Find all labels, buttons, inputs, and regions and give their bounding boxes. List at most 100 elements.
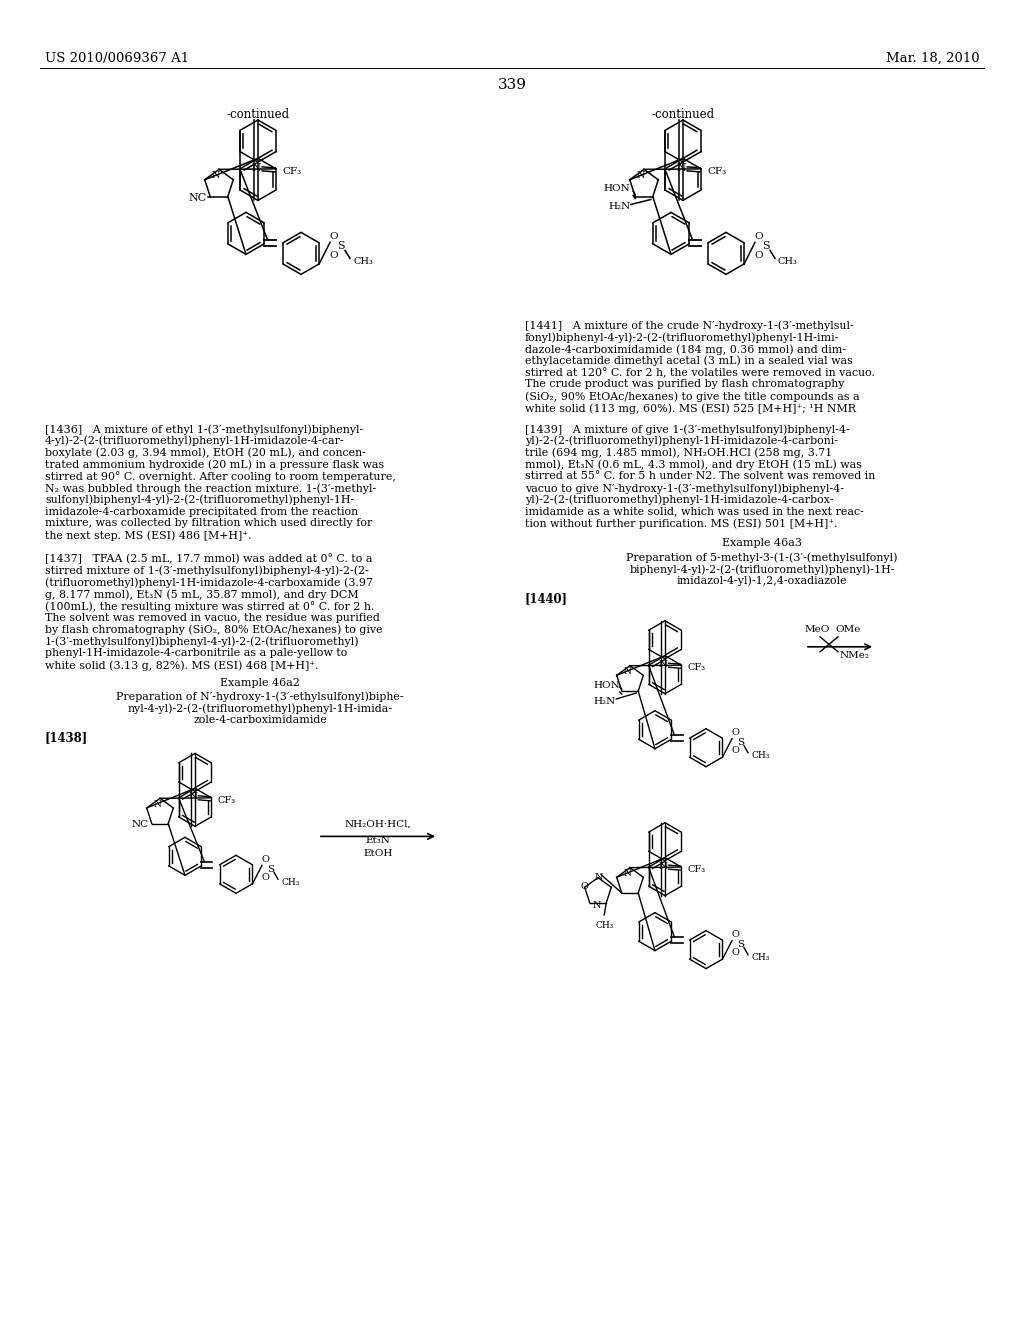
Text: CF₃: CF₃ <box>687 865 706 874</box>
Text: N: N <box>658 660 668 669</box>
Text: N: N <box>252 162 261 173</box>
Text: O: O <box>330 251 338 260</box>
Text: CF₃: CF₃ <box>217 796 236 805</box>
Text: white solid (3.13 g, 82%). MS (ESI) 468 [M+H]⁺.: white solid (3.13 g, 82%). MS (ESI) 468 … <box>45 660 318 671</box>
Text: MeO: MeO <box>805 626 830 635</box>
Text: stirred at 120° C. for 2 h, the volatiles were removed in vacuo.: stirred at 120° C. for 2 h, the volatile… <box>525 367 874 379</box>
Text: white solid (113 mg, 60%). MS (ESI) 525 [M+H]⁺; ¹H NMR: white solid (113 mg, 60%). MS (ESI) 525 … <box>525 403 856 413</box>
Text: [1439]   A mixture of give 1-(3′-methylsulfonyl)biphenyl-4-: [1439] A mixture of give 1-(3′-methylsul… <box>525 424 850 434</box>
Text: CH₃: CH₃ <box>751 751 769 760</box>
Text: fonyl)biphenyl-4-yl)-2-(2-(trifluoromethyl)phenyl-1H-imi-: fonyl)biphenyl-4-yl)-2-(2-(trifluorometh… <box>525 333 840 343</box>
Text: H₂N: H₂N <box>593 697 615 705</box>
Text: O: O <box>731 931 739 939</box>
Text: [1440]: [1440] <box>525 591 568 605</box>
Text: N₂ was bubbled through the reaction mixture. 1-(3′-methyl-: N₂ was bubbled through the reaction mixt… <box>45 483 376 494</box>
Text: stirred mixture of 1-(3′-methylsulfonyl)biphenyl-4-yl)-2-(2-: stirred mixture of 1-(3′-methylsulfonyl)… <box>45 565 369 576</box>
Text: CH₃: CH₃ <box>778 257 798 265</box>
Text: trile (694 mg, 1.485 mmol), NH₂OH.HCl (258 mg, 3.71: trile (694 mg, 1.485 mmol), NH₂OH.HCl (2… <box>525 447 833 458</box>
Text: O: O <box>731 729 739 737</box>
Text: The solvent was removed in vacuo, the residue was purified: The solvent was removed in vacuo, the re… <box>45 612 380 623</box>
Text: NH₂OH·HCl,: NH₂OH·HCl, <box>345 820 412 829</box>
Text: (SiO₂, 90% EtOAc/hexanes) to give the title compounds as a: (SiO₂, 90% EtOAc/hexanes) to give the ti… <box>525 391 860 401</box>
Text: 4-yl)-2-(2-(trifluoromethyl)phenyl-1H-imidazole-4-car-: 4-yl)-2-(2-(trifluoromethyl)phenyl-1H-im… <box>45 436 345 446</box>
Text: OMe: OMe <box>835 626 860 635</box>
Text: O: O <box>330 232 338 240</box>
Text: -continued: -continued <box>651 108 715 121</box>
Text: O: O <box>755 251 763 260</box>
Text: N: N <box>658 862 668 871</box>
Text: CF₃: CF₃ <box>707 166 726 176</box>
Text: (100mL), the resulting mixture was stirred at 0° C. for 2 h.: (100mL), the resulting mixture was stirr… <box>45 601 374 612</box>
Text: 339: 339 <box>498 78 526 92</box>
Text: 1-(3′-methylsulfonyl)biphenyl-4-yl)-2-(2-(trifluoromethyl): 1-(3′-methylsulfonyl)biphenyl-4-yl)-2-(2… <box>45 636 359 647</box>
Text: mmol), Et₃N (0.6 mL, 4.3 mmol), and dry EtOH (15 mL) was: mmol), Et₃N (0.6 mL, 4.3 mmol), and dry … <box>525 459 862 470</box>
Text: yl)-2-(2-(trifluoromethyl)phenyl-1H-imidazole-4-carboni-: yl)-2-(2-(trifluoromethyl)phenyl-1H-imid… <box>525 436 838 446</box>
Text: sulfonyl)biphenyl-4-yl)-2-(2-(trifluoromethyl)phenyl-1H-: sulfonyl)biphenyl-4-yl)-2-(2-(trifluorom… <box>45 495 354 506</box>
Text: Preparation of N′-hydroxy-1-(3′-ethylsulfonyl)biphe-: Preparation of N′-hydroxy-1-(3′-ethylsul… <box>116 692 403 702</box>
Text: CF₃: CF₃ <box>282 166 301 176</box>
Text: US 2010/0069367 A1: US 2010/0069367 A1 <box>45 51 189 65</box>
Text: S: S <box>737 940 744 949</box>
Text: O: O <box>755 232 763 240</box>
Text: N: N <box>188 792 198 801</box>
Text: O: O <box>731 948 739 957</box>
Text: by flash chromatography (SiO₂, 80% EtOAc/hexanes) to give: by flash chromatography (SiO₂, 80% EtOAc… <box>45 624 383 635</box>
Text: [1438]: [1438] <box>45 731 88 744</box>
Text: [1436]   A mixture of ethyl 1-(3′-methylsulfonyl)biphenyl-: [1436] A mixture of ethyl 1-(3′-methylsu… <box>45 424 364 434</box>
Text: The crude product was purified by flash chromatography: The crude product was purified by flash … <box>525 379 845 389</box>
Text: NC: NC <box>189 193 207 202</box>
Text: Example 46a3: Example 46a3 <box>722 539 802 548</box>
Text: zole-4-carboximidamide: zole-4-carboximidamide <box>194 715 327 726</box>
Text: EtOH: EtOH <box>364 849 392 858</box>
Text: N: N <box>677 162 686 173</box>
Text: NC: NC <box>132 820 148 829</box>
Text: N: N <box>623 667 631 676</box>
Text: N: N <box>595 873 603 882</box>
Text: Mar. 18, 2010: Mar. 18, 2010 <box>887 51 980 65</box>
Text: N: N <box>153 800 161 809</box>
Text: [1437]   TFAA (2.5 mL, 17.7 mmol) was added at 0° C. to a: [1437] TFAA (2.5 mL, 17.7 mmol) was adde… <box>45 554 373 565</box>
Text: g, 8.177 mmol), Et₃N (5 mL, 35.87 mmol), and dry DCM: g, 8.177 mmol), Et₃N (5 mL, 35.87 mmol),… <box>45 589 358 599</box>
Text: imidamide as a white solid, which was used in the next reac-: imidamide as a white solid, which was us… <box>525 507 864 516</box>
Text: stirred at 90° C. overnight. After cooling to room temperature,: stirred at 90° C. overnight. After cooli… <box>45 471 396 482</box>
Text: CH₃: CH₃ <box>595 921 613 931</box>
Text: S: S <box>267 865 274 874</box>
Text: (trifluoromethyl)phenyl-1H-imidazole-4-carboxamide (3.97: (trifluoromethyl)phenyl-1H-imidazole-4-c… <box>45 577 373 587</box>
Text: vacuo to give N′-hydroxy-1-(3′-methylsulfonyl)biphenyl-4-: vacuo to give N′-hydroxy-1-(3′-methylsul… <box>525 483 844 494</box>
Text: S: S <box>762 242 770 251</box>
Text: N: N <box>623 869 631 878</box>
Text: Example 46a2: Example 46a2 <box>220 677 300 688</box>
Text: [1441]   A mixture of the crude N′-hydroxy-1-(3′-methylsul-: [1441] A mixture of the crude N′-hydroxy… <box>525 321 854 331</box>
Text: O: O <box>261 873 269 882</box>
Text: stirred at 55° C. for 5 h under N2. The solvent was removed in: stirred at 55° C. for 5 h under N2. The … <box>525 471 876 482</box>
Text: the next step. MS (ESI) 486 [M+H]⁺.: the next step. MS (ESI) 486 [M+H]⁺. <box>45 531 252 541</box>
Text: CF₃: CF₃ <box>687 663 706 672</box>
Text: tion without further purification. MS (ESI) 501 [M+H]⁺.: tion without further purification. MS (E… <box>525 519 838 529</box>
Text: boxylate (2.03 g, 3.94 mmol), EtOH (20 mL), and concen-: boxylate (2.03 g, 3.94 mmol), EtOH (20 m… <box>45 447 366 458</box>
Text: trated ammonium hydroxide (20 mL) in a pressure flask was: trated ammonium hydroxide (20 mL) in a p… <box>45 459 384 470</box>
Text: O: O <box>580 882 588 891</box>
Text: Preparation of 5-methyl-3-(1-(3′-(methylsulfonyl): Preparation of 5-methyl-3-(1-(3′-(methyl… <box>627 552 898 562</box>
Text: N: N <box>593 902 601 909</box>
Text: dazole-4-carboximidamide (184 mg, 0.36 mmol) and dim-: dazole-4-carboximidamide (184 mg, 0.36 m… <box>525 345 846 355</box>
Text: mixture, was collected by filtration which used directly for: mixture, was collected by filtration whi… <box>45 519 373 528</box>
Text: NMe₂: NMe₂ <box>840 651 870 660</box>
Text: HON: HON <box>603 183 630 193</box>
Text: S: S <box>737 738 744 747</box>
Text: ethylacetamide dimethyl acetal (3 mL) in a sealed vial was: ethylacetamide dimethyl acetal (3 mL) in… <box>525 356 853 367</box>
Text: S: S <box>337 242 345 251</box>
Text: N: N <box>637 170 645 180</box>
Text: O: O <box>731 746 739 755</box>
Text: N: N <box>212 170 220 180</box>
Text: biphenyl-4-yl)-2-(2-(trifluoromethyl)phenyl)-1H-: biphenyl-4-yl)-2-(2-(trifluoromethyl)phe… <box>630 564 895 574</box>
Text: yl)-2-(2-(trifluoromethyl)phenyl-1H-imidazole-4-carbox-: yl)-2-(2-(trifluoromethyl)phenyl-1H-imid… <box>525 495 834 506</box>
Text: imidazole-4-carboxamide precipitated from the reaction: imidazole-4-carboxamide precipitated fro… <box>45 507 358 516</box>
Text: CH₃: CH₃ <box>281 878 299 887</box>
Text: CH₃: CH₃ <box>353 257 373 265</box>
Text: HON: HON <box>593 681 620 689</box>
Text: imidazol-4-yl)-1,2,4-oxadiazole: imidazol-4-yl)-1,2,4-oxadiazole <box>677 576 847 586</box>
Text: nyl-4-yl)-2-(2-(trifluoromethyl)phenyl-1H-imida-: nyl-4-yl)-2-(2-(trifluoromethyl)phenyl-1… <box>127 704 392 714</box>
Text: Et₃N: Et₃N <box>366 837 390 845</box>
Text: H₂N: H₂N <box>608 202 631 211</box>
Text: O: O <box>261 855 269 863</box>
